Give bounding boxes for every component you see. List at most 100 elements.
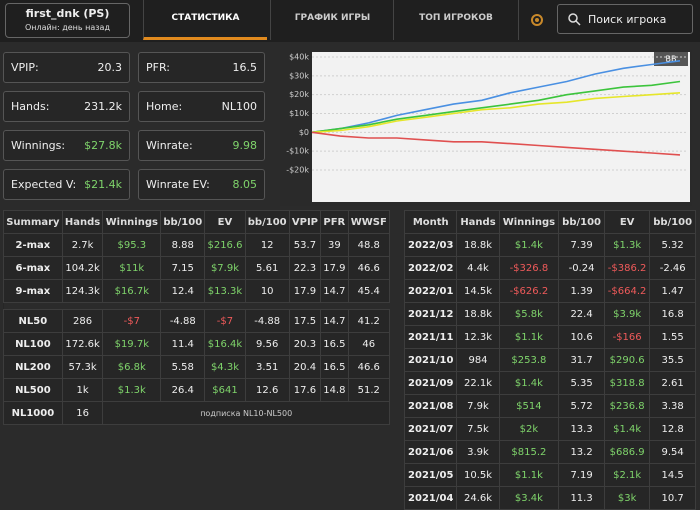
cell: 22.1k (456, 371, 500, 395)
series-line (311, 92, 681, 134)
cell: 2022/01 (403, 279, 458, 303)
row: NL200 57.3k $6.8k 5.58 $4.3k 3.51 20.4 16.5 46.6 (3, 355, 391, 379)
row: 2022/02 4.4k -$326.8 -0.24 -$386.2 -2.46 (403, 256, 696, 280)
stat: Winrate EV: 8.05 (138, 169, 265, 200)
row: NL50 286 -$7 -4.88 -$7 -4.88 17.5 14.7 41.2 (3, 309, 391, 333)
cell: 14.8 (320, 378, 349, 402)
cell: $19.7k (102, 332, 162, 356)
user-box[interactable]: first_dnk (PS) Онлайн: день назад (5, 3, 130, 38)
row: 2021/12 18.8k $5.8k 22.4 $3.9k 16.8 (403, 302, 696, 326)
y-tick-label: $0 (299, 128, 309, 137)
cell: 22.4 (558, 302, 605, 326)
cell: 2021/09 (403, 371, 458, 395)
cell: -$7 (204, 309, 246, 333)
row: 2021/06 3.9k $815.2 13.2 $686.9 9.54 (403, 440, 696, 464)
cell: 286 (61, 309, 104, 333)
row: 2-max 2.7k $95.3 8.88 $216.6 12 53.7 39 48.8 (3, 233, 391, 257)
cell: 2-max (3, 233, 63, 257)
series-line (311, 80, 681, 134)
cell: $641 (204, 378, 246, 402)
column-header: Hands (456, 210, 500, 234)
cell: 5.35 (558, 371, 605, 395)
row: 2022/03 18.8k $1.4k 7.39 $1.3k 5.32 (403, 233, 696, 257)
cell: 16.5 (320, 332, 349, 356)
cell: 14.5 (649, 463, 696, 487)
stat-label: Hands: (11, 100, 50, 113)
column-header: bb/100 (244, 210, 290, 234)
tab[interactable]: ГРАФИК ИГРЫ (270, 0, 394, 40)
cell: 18.8k (456, 302, 500, 326)
column-header: bb/100 (649, 210, 696, 234)
cell: 12 (244, 233, 290, 257)
cell: 2.61 (649, 371, 696, 395)
row: NL100 172.6k $19.7k 11.4 $16.4k 9.56 20.3 16.5 4… (3, 332, 391, 356)
cell: 11.3 (558, 486, 605, 510)
header-row: Summary Hands Winnings bb/100 EV bb/100 VPIP PF… (3, 210, 391, 234)
cell: $2k (498, 417, 560, 441)
stat: VPIP: 20.3 (3, 52, 130, 83)
cell: 31.7 (558, 348, 605, 372)
cell: 17.9 (288, 279, 322, 303)
cell: 124.3k (61, 279, 104, 303)
column-header: bb/100 (558, 210, 605, 234)
cell: $2.1k (603, 463, 651, 487)
cell: $1.4k (603, 417, 651, 441)
cell: -$326.8 (498, 256, 560, 280)
stat-label: PFR: (146, 61, 170, 74)
settings-icon[interactable] (529, 12, 545, 28)
cell: $16.4k (204, 332, 246, 356)
cell: 9.56 (244, 332, 290, 356)
cell: $4.3k (204, 355, 246, 379)
cell: $5.8k (498, 302, 560, 326)
cell: $7.9k (204, 256, 246, 280)
row: 2021/10 984 $253.8 31.7 $290.6 35.5 (403, 348, 696, 372)
cell: 46.6 (347, 355, 391, 379)
cell: 41.2 (347, 309, 391, 333)
cell: $3.4k (498, 486, 560, 510)
cell: 12.3k (456, 325, 500, 349)
cell: 2022/02 (403, 256, 458, 280)
cell: 10.6 (558, 325, 605, 349)
user-status: Онлайн: день назад (25, 23, 110, 32)
column-header: Winnings (102, 210, 162, 234)
cell: $3.9k (603, 302, 651, 326)
cell: $815.2 (498, 440, 560, 464)
search-box[interactable]: Поиск игрока (557, 4, 693, 34)
cell: 172.6k (61, 332, 104, 356)
column-header: Hands (61, 210, 104, 234)
cell: 10 (244, 279, 290, 303)
cell: 7.39 (558, 233, 605, 257)
cell: 2021/07 (403, 417, 458, 441)
cell: $1.1k (498, 325, 560, 349)
tab[interactable]: СТАТИСТИКА (143, 0, 267, 40)
stat-value: 9.98 (232, 139, 258, 152)
cell: 1.47 (649, 279, 696, 303)
cell: 26.4 (160, 378, 206, 402)
cell: 5.32 (649, 233, 696, 257)
cell: 6-max (3, 256, 63, 280)
y-tick-label: $20k (289, 90, 309, 99)
cell: 9.54 (649, 440, 696, 464)
cell: 2.7k (61, 233, 104, 257)
series-line (311, 60, 681, 134)
cell: 45.4 (347, 279, 391, 303)
plot-area (312, 52, 690, 202)
cell: NL1000 (3, 401, 63, 425)
cell: 104.2k (61, 256, 104, 280)
row: 9-max 124.3k $16.7k 12.4 $13.3k 10 17.9 14.7 45.… (3, 279, 391, 303)
search-icon (568, 13, 581, 26)
stat: Winnings: $27.8k (3, 130, 130, 161)
gap-cell (3, 302, 390, 310)
cell: $318.8 (603, 371, 651, 395)
tab[interactable]: ТОП ИГРОКОВ (393, 0, 519, 40)
cell: 9-max (3, 279, 63, 303)
cell: 46.6 (347, 256, 391, 280)
cell: 1.55 (649, 325, 696, 349)
cell: 14.5k (456, 279, 500, 303)
cell: 24.6k (456, 486, 500, 510)
row: 2021/05 10.5k $1.1k 7.19 $2.1k 14.5 (403, 463, 696, 487)
group-gap (3, 302, 390, 310)
cell: $216.6 (204, 233, 246, 257)
column-header: Month (403, 210, 458, 234)
